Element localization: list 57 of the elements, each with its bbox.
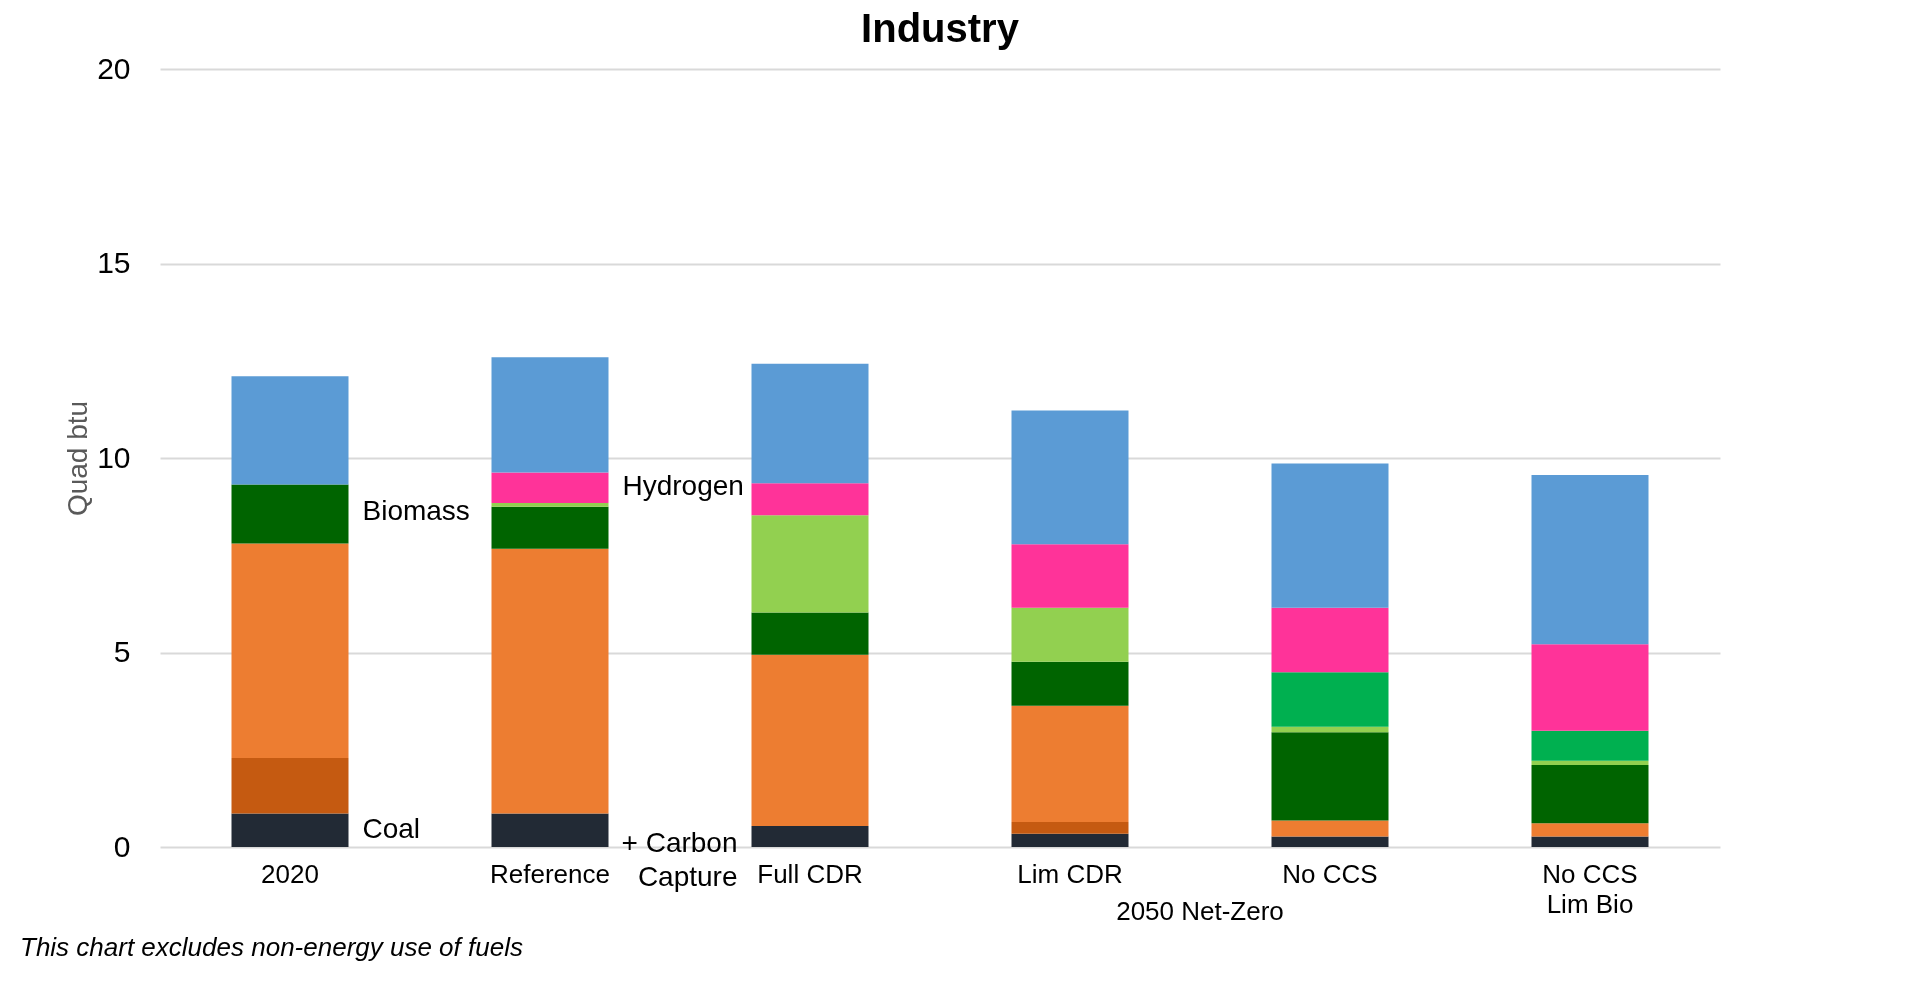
- annotation: Coal: [362, 813, 421, 844]
- bar: [1271, 820, 1389, 837]
- bar: [1531, 644, 1649, 731]
- bar: [1531, 475, 1649, 645]
- bar: [1271, 726, 1389, 733]
- x-tick-label: Reference: [490, 858, 610, 889]
- bar: [491, 472, 609, 504]
- bar: [751, 483, 869, 516]
- bar: [1011, 822, 1129, 834]
- y-tick-label: 0: [113, 829, 131, 863]
- x-tick-label: 2020: [261, 858, 319, 889]
- x-tick-label: No CCS: [1282, 858, 1378, 889]
- bar: [1011, 544, 1129, 608]
- bar: [1271, 732, 1389, 821]
- bar: [1531, 760, 1649, 765]
- bar: [1011, 607, 1129, 662]
- bar: [1531, 836, 1649, 847]
- bar: [231, 484, 349, 544]
- bar: [491, 548, 609, 814]
- chart-title: Industry: [861, 6, 1020, 50]
- bar: [1011, 705, 1129, 823]
- bar: [491, 506, 609, 549]
- x-tick-label: Full CDR: [757, 858, 863, 889]
- y-axis-title: Quad btu: [62, 400, 94, 517]
- bar: [231, 376, 349, 485]
- bar: [1271, 836, 1389, 847]
- text: This chart excludes non-energy use of fuels: [20, 932, 523, 962]
- x-tick-label: No CCS Lim Bio: [1542, 858, 1638, 919]
- y-tick-label: 20: [97, 51, 131, 85]
- bar: [491, 357, 609, 473]
- y-tick-label: 10: [97, 440, 131, 474]
- x-tick-label: Lim CDR: [1017, 858, 1123, 889]
- bar: [1531, 823, 1649, 837]
- bar: [491, 503, 609, 507]
- bar: [1011, 833, 1129, 847]
- bar: [491, 813, 609, 847]
- y-tick-label: 15: [97, 246, 131, 279]
- bar: [1011, 661, 1129, 706]
- y-tick-label: 5: [113, 635, 131, 668]
- bar: [751, 654, 869, 826]
- annotation: + Carbon Capture: [621, 827, 738, 892]
- bar: [1531, 730, 1649, 761]
- annotation: Biomass: [362, 495, 470, 526]
- bar: [751, 612, 869, 655]
- bar: [751, 825, 869, 847]
- bar: [231, 813, 349, 847]
- bar: [1271, 463, 1389, 608]
- bar: [231, 757, 349, 814]
- bar: [751, 363, 869, 484]
- bar: [1011, 410, 1129, 545]
- bar: [1271, 672, 1389, 727]
- bar: [1531, 764, 1649, 824]
- bar: [231, 543, 349, 758]
- bar: [751, 515, 869, 613]
- bar: [1271, 607, 1389, 673]
- annotation: Hydrogen: [622, 470, 744, 501]
- text: 2050 Net-Zero: [1116, 896, 1284, 926]
